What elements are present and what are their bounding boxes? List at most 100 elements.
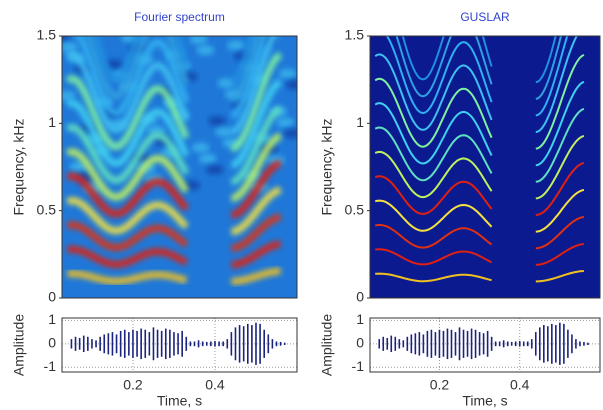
x-tick-label: 0.4 xyxy=(510,377,530,393)
y-tick-label: 1.5 xyxy=(345,27,365,43)
y-tick-label: 1 xyxy=(48,311,56,327)
harmonic xyxy=(374,126,493,182)
texture xyxy=(283,128,297,139)
y-tick-label: 0 xyxy=(48,289,56,305)
y-tick-label: 0.5 xyxy=(345,201,365,217)
plot-frame xyxy=(369,35,601,299)
harmonic xyxy=(385,36,493,115)
harmonic xyxy=(75,36,190,117)
texture xyxy=(285,79,297,90)
texture xyxy=(215,126,234,137)
spectrogram xyxy=(370,36,600,298)
chart-title: GUSLAR xyxy=(460,10,510,24)
harmonic xyxy=(230,36,256,86)
harmonic xyxy=(401,36,493,81)
harmonic xyxy=(66,221,189,252)
harmonic xyxy=(66,245,188,268)
harmonic xyxy=(535,161,585,216)
x-axis-label: Time, s xyxy=(462,393,507,409)
harmonic xyxy=(535,215,585,250)
y-tick-label: 1.5 xyxy=(37,27,57,43)
y-tick-label: 0 xyxy=(356,289,364,305)
y-tick-label: 0 xyxy=(48,335,56,351)
harmonic xyxy=(374,150,493,199)
y-axis-label: Amplitude xyxy=(11,314,27,376)
y-tick-label: -1 xyxy=(44,358,57,374)
harmonic xyxy=(67,270,188,285)
harmonic xyxy=(535,243,584,266)
harmonic xyxy=(231,213,282,252)
harmonic xyxy=(65,50,190,134)
y-tick-label: 0.5 xyxy=(37,201,57,217)
harmonic xyxy=(375,223,493,249)
harmonic xyxy=(535,36,557,84)
harmonic xyxy=(91,36,190,83)
harmonic xyxy=(230,36,268,119)
x-tick-label: 0.4 xyxy=(205,377,225,393)
spectrogram xyxy=(62,36,297,298)
texture xyxy=(62,90,76,101)
y-tick-label: 1 xyxy=(356,114,364,130)
harmonic xyxy=(535,36,569,117)
texture xyxy=(191,142,210,153)
plot-frame xyxy=(61,317,298,373)
harmonic xyxy=(66,197,189,235)
harmonic xyxy=(535,270,584,283)
harmonic xyxy=(395,36,493,98)
harmonic xyxy=(65,99,190,168)
harmonic xyxy=(65,75,190,151)
x-tick-label: 0.2 xyxy=(430,377,450,393)
harmonic xyxy=(230,36,261,103)
y-tick-label: 0 xyxy=(356,335,364,351)
harmonic xyxy=(535,134,585,200)
harmonic xyxy=(535,107,585,183)
harmonic xyxy=(231,132,282,202)
harmonic xyxy=(375,248,493,266)
harmonic xyxy=(230,36,278,136)
harmonic xyxy=(66,148,190,201)
texture xyxy=(198,153,217,164)
y-axis-label: Frequency, kHz xyxy=(319,119,335,216)
texture xyxy=(226,40,245,51)
harmonic xyxy=(535,188,585,233)
harmonic xyxy=(374,77,493,148)
plot-frame xyxy=(61,35,298,299)
harmonic xyxy=(231,159,282,219)
harmonic xyxy=(535,36,578,134)
x-axis-label: Time, s xyxy=(157,393,202,409)
y-axis-label: Amplitude xyxy=(319,314,335,376)
texture xyxy=(62,42,79,53)
texture xyxy=(62,36,71,41)
chart-title: Fourier spectrum xyxy=(134,10,225,24)
harmonic xyxy=(374,199,493,232)
harmonic xyxy=(375,272,492,283)
harmonic xyxy=(231,186,282,236)
texture xyxy=(208,115,227,126)
texture xyxy=(189,36,208,45)
y-axis-label: Frequency, kHz xyxy=(11,119,27,216)
texture xyxy=(276,117,295,128)
harmonic xyxy=(374,102,493,165)
y-tick-label: -1 xyxy=(352,358,365,374)
harmonic xyxy=(85,36,190,100)
x-tick-label: 0.2 xyxy=(123,377,143,393)
texture xyxy=(278,68,297,79)
harmonic xyxy=(230,78,283,169)
texture xyxy=(205,164,224,175)
plot-frame xyxy=(369,317,601,373)
harmonic xyxy=(231,267,281,285)
harmonic xyxy=(231,240,281,269)
harmonic xyxy=(65,123,190,184)
y-tick-label: 1 xyxy=(356,311,364,327)
harmonic xyxy=(66,172,190,218)
y-tick-label: 1 xyxy=(48,114,56,130)
harmonic xyxy=(230,51,283,153)
harmonic xyxy=(535,53,585,150)
harmonic xyxy=(374,175,493,215)
harmonic xyxy=(535,80,585,167)
harmonic xyxy=(535,36,562,100)
texture xyxy=(196,45,215,56)
harmonic xyxy=(230,105,282,186)
harmonic xyxy=(374,53,493,131)
